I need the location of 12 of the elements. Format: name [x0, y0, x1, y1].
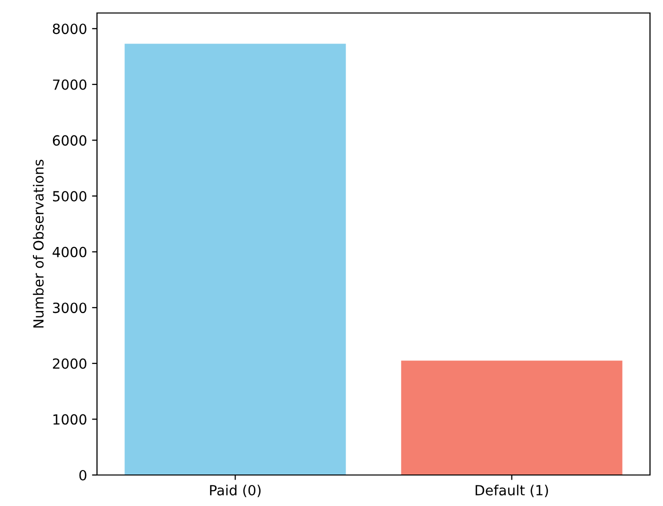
- y-tick-label: 4000: [52, 246, 86, 258]
- x-tick-label: Default (1): [476, 484, 548, 498]
- y-tick-label: 0: [79, 470, 86, 480]
- y-tick-label: 5000: [53, 190, 86, 202]
- y-tick-label: 6000: [52, 135, 86, 146]
- y-tick-label: 1000: [53, 414, 86, 425]
- x-tick-label: Paid (0): [210, 484, 261, 498]
- y-tick-label: 8000: [52, 24, 86, 34]
- y-tick-label: 7000: [53, 79, 86, 90]
- y-tick-label: 3000: [52, 302, 86, 314]
- y-axis-title: Number of Observations: [32, 160, 44, 328]
- y-tick-label: 2000: [52, 358, 86, 369]
